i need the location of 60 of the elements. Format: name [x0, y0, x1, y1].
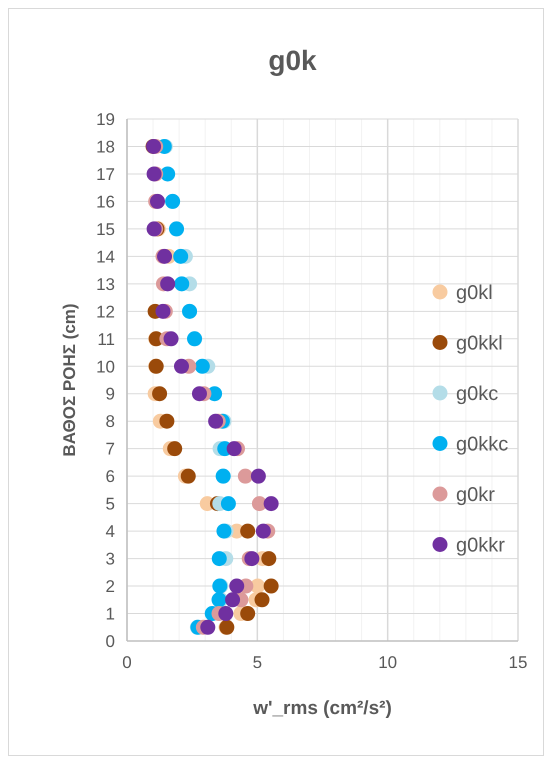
point — [238, 468, 253, 484]
chart-title: g0k — [268, 45, 318, 76]
y-tick-label: 0 — [106, 632, 115, 651]
point — [264, 578, 279, 594]
point — [173, 248, 188, 264]
point — [194, 358, 210, 374]
point — [261, 551, 276, 566]
y-tick-label: 9 — [106, 384, 115, 404]
point — [152, 386, 168, 402]
y-tick-label: 13 — [96, 274, 115, 294]
point — [212, 551, 227, 566]
point — [192, 386, 207, 402]
point — [218, 606, 234, 622]
y-tick-label: 10 — [96, 357, 115, 376]
point — [254, 592, 270, 608]
point — [180, 468, 196, 484]
x-tick-label: 5 — [252, 653, 262, 672]
y-tick-label: 2 — [106, 577, 115, 596]
y-tick-label: 19 — [96, 110, 115, 129]
point — [220, 496, 236, 512]
x-tick-label: 0 — [122, 653, 132, 672]
y-tick-label: 11 — [97, 330, 115, 349]
point — [164, 331, 179, 346]
y-tick-label: 1 — [106, 604, 115, 624]
x-tick-label: 10 — [378, 653, 398, 672]
point — [159, 414, 174, 429]
y-tick-label: 15 — [96, 220, 115, 239]
y-tick-label: 16 — [96, 192, 115, 212]
y-tick-label: 8 — [106, 412, 115, 432]
point — [226, 441, 242, 456]
point — [174, 358, 189, 374]
y-axis-title: ΒΑΘΟΣ ΡΟΗΣ (cm) — [60, 303, 79, 457]
point — [160, 276, 176, 292]
point — [174, 276, 190, 292]
y-tick-label: 5 — [106, 494, 115, 514]
legend-label: g0kl — [456, 282, 493, 304]
x-axis-title: w'_rms (cm²/s²) — [252, 698, 392, 719]
point — [264, 496, 279, 512]
point — [229, 578, 244, 594]
legend-label: g0kkc — [456, 434, 508, 456]
point — [240, 606, 256, 622]
y-tick-label: 17 — [96, 164, 115, 184]
legend-label: g0kc — [456, 383, 498, 405]
y-tick-label: 7 — [106, 440, 115, 459]
legend-label: g0kr — [456, 484, 496, 506]
legend-label: g0kkl — [456, 332, 503, 354]
point — [250, 468, 266, 484]
point — [240, 524, 256, 539]
y-tick-label: 6 — [106, 467, 115, 486]
y-tick-label: 12 — [96, 302, 115, 322]
legend-label: g0kkr — [456, 534, 506, 556]
point — [225, 592, 240, 608]
y-tick-label: 3 — [106, 550, 115, 569]
y-tick-label: 18 — [96, 137, 115, 156]
point — [256, 524, 271, 539]
x-tick-label: 15 — [508, 653, 528, 672]
point — [167, 441, 182, 456]
y-tick-label: 14 — [96, 247, 115, 266]
point — [200, 620, 216, 635]
y-tick-label: 4 — [106, 522, 115, 542]
